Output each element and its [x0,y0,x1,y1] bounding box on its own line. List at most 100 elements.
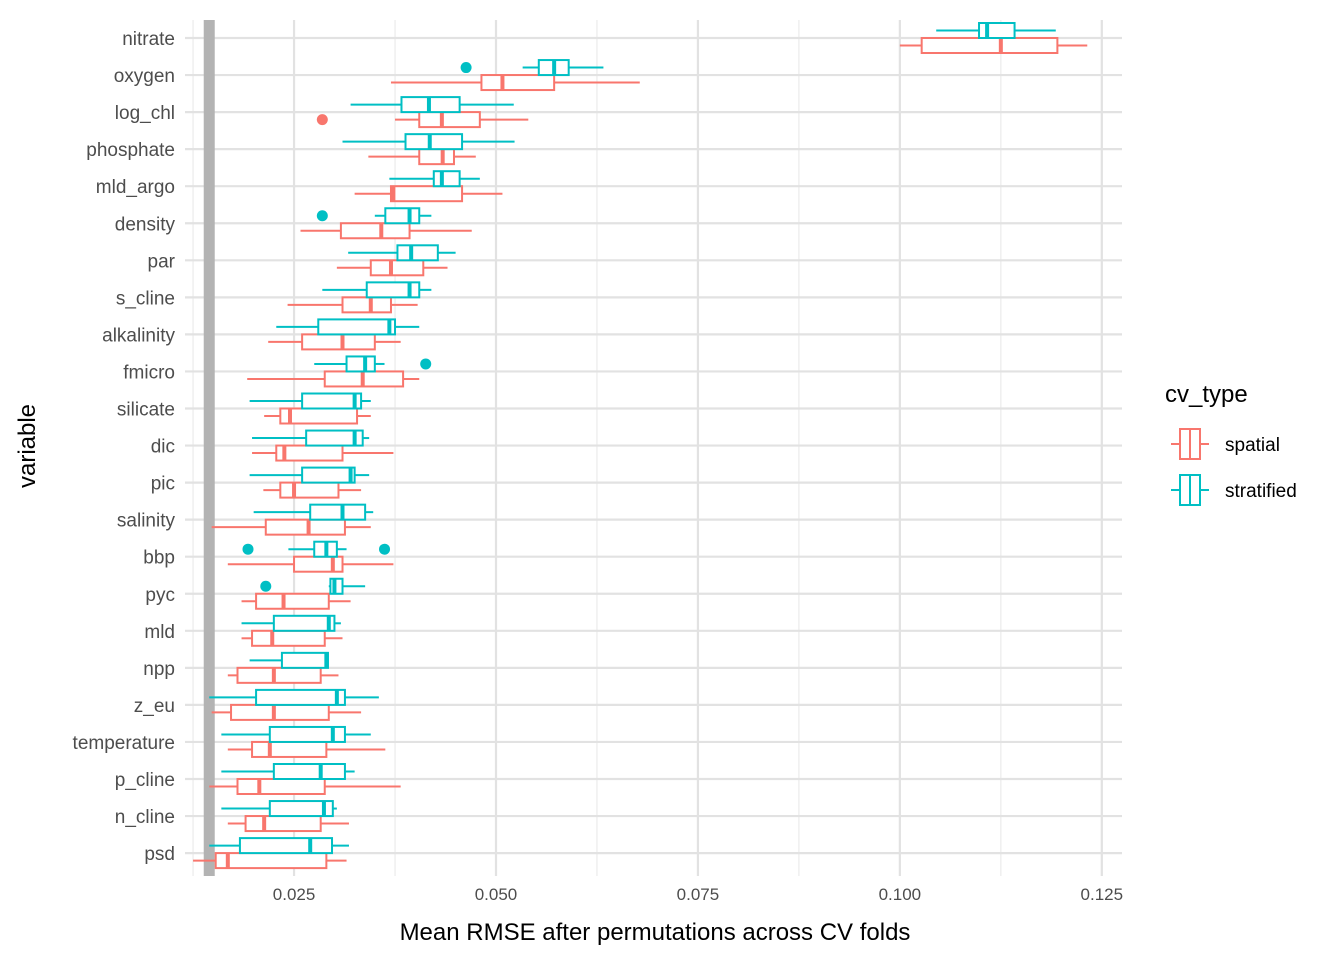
y-tick-label: fmicro [123,362,175,383]
y-tick-label: dic [151,437,175,458]
box-stratified-alkalinity [276,318,420,336]
box-stratified-silicate [249,392,371,410]
y-tick-labels: nitrate oxygen log_chl phosphate mld_argoden… [73,29,176,865]
legend-entries: spatial stratified [1171,428,1297,506]
box-spatial-z_eu [211,703,362,721]
box-iqr [255,592,330,610]
box-spatial-pyc [241,592,351,610]
box-stratified-density [316,207,432,225]
legend-title: cv_type [1165,381,1248,408]
y-tick-label: psd [144,844,175,865]
box-iqr [396,244,439,262]
box-iqr [389,185,464,203]
box-iqr [329,577,344,595]
x-tick-labels: 0.025 0.050 0.075 0.100 0.125 [273,885,1123,904]
box-iqr [339,222,411,240]
box-spatial-silicate [264,407,371,425]
y-tick-label: mld_argo [96,177,175,198]
box-spatial-pic [263,481,362,499]
box-iqr [920,37,1059,54]
box-spatial-fmicro [247,370,420,388]
box-iqr [384,207,421,225]
box-iqr [236,778,326,795]
x-tick-label: 0.125 [1081,885,1124,904]
box-spatial-dic [252,444,394,462]
box-stratified-psd [209,837,349,855]
y-tick-label: s_cline [116,288,175,309]
legend-entry-stratified: stratified [1171,474,1297,506]
box-iqr [301,333,376,351]
box-iqr [272,763,346,780]
y-tick-label: p_cline [115,770,175,791]
y-tick-label: z_eu [134,696,175,717]
box-iqr [305,429,364,447]
box-stratified-mld_argo [389,170,480,188]
box-stratified-n_cline [221,800,337,818]
y-tick-label: pic [151,474,175,495]
box-spatial-density [300,222,472,240]
legend-label: spatial [1225,435,1280,456]
box-iqr [279,481,340,499]
box-spatial-alkalinity [268,333,401,351]
box-spatial-bbp [227,555,394,573]
box-spatial-p_cline [209,778,401,795]
box-stratified-fmicro [314,355,432,373]
x-tick-label: 0.075 [677,885,720,904]
box-stratified-dic [252,429,370,447]
box-stratified-phosphate [342,133,515,151]
y-tick-label: alkalinity [102,325,175,346]
box-stratified-log_chl [350,96,514,114]
box-iqr [238,837,334,855]
box-iqr [365,281,421,299]
y-tick-label: log_chl [115,103,175,124]
box-iqr [236,666,322,684]
box-stratified-temperature [221,725,371,743]
box-iqr [293,555,344,573]
box-spatial-temperature [227,740,386,758]
outlier-point [420,358,432,370]
box-iqr [255,688,346,706]
box-iqr [280,651,329,669]
outlier-point [316,114,328,126]
y-tick-label: par [148,251,176,272]
y-axis-title: variable [14,404,41,488]
box-iqr [251,740,328,758]
y-tick-label: temperature [73,733,175,754]
box-iqr [268,725,346,743]
y-tick-label: density [115,214,176,235]
box-stratified-z_eu [209,688,379,706]
plot-boxes [193,22,1088,870]
box-iqr [418,148,455,166]
box-spatial-nitrate [899,37,1088,54]
y-tick-label: phosphate [86,140,175,161]
box-stratified-nitrate [936,22,1056,39]
outlier-point [460,62,472,74]
legend-label: stratified [1225,481,1297,502]
box-spatial-mld [241,629,343,647]
legend-entry-spatial: spatial [1171,428,1280,460]
box-spatial-par [336,259,448,277]
x-axis-title: Mean RMSE after permutations across CV f… [400,919,911,946]
y-tick-label: silicate [117,400,175,421]
legend: cv_type spatial stratified [1165,381,1297,506]
box-stratified-salinity [253,503,374,521]
box-stratified-par [348,244,456,262]
box-stratified-pic [249,466,370,484]
y-tick-label: n_cline [115,807,175,828]
box-stratified-oxygen [460,59,604,77]
grid-lines [185,20,1122,876]
box-iqr [251,629,326,647]
x-tick-label: 0.025 [273,885,316,904]
box-spatial-n_cline [227,815,349,833]
box-iqr [214,852,328,870]
box-iqr [268,800,334,818]
box-iqr [345,355,376,373]
box-spatial-phosphate [368,148,476,166]
box-iqr [244,815,322,833]
box-iqr [418,111,481,129]
y-tick-label: bbp [143,548,175,569]
box-stratified-mld [241,614,341,632]
y-tick-label: mld [144,622,175,643]
box-stratified-npp [249,651,329,669]
